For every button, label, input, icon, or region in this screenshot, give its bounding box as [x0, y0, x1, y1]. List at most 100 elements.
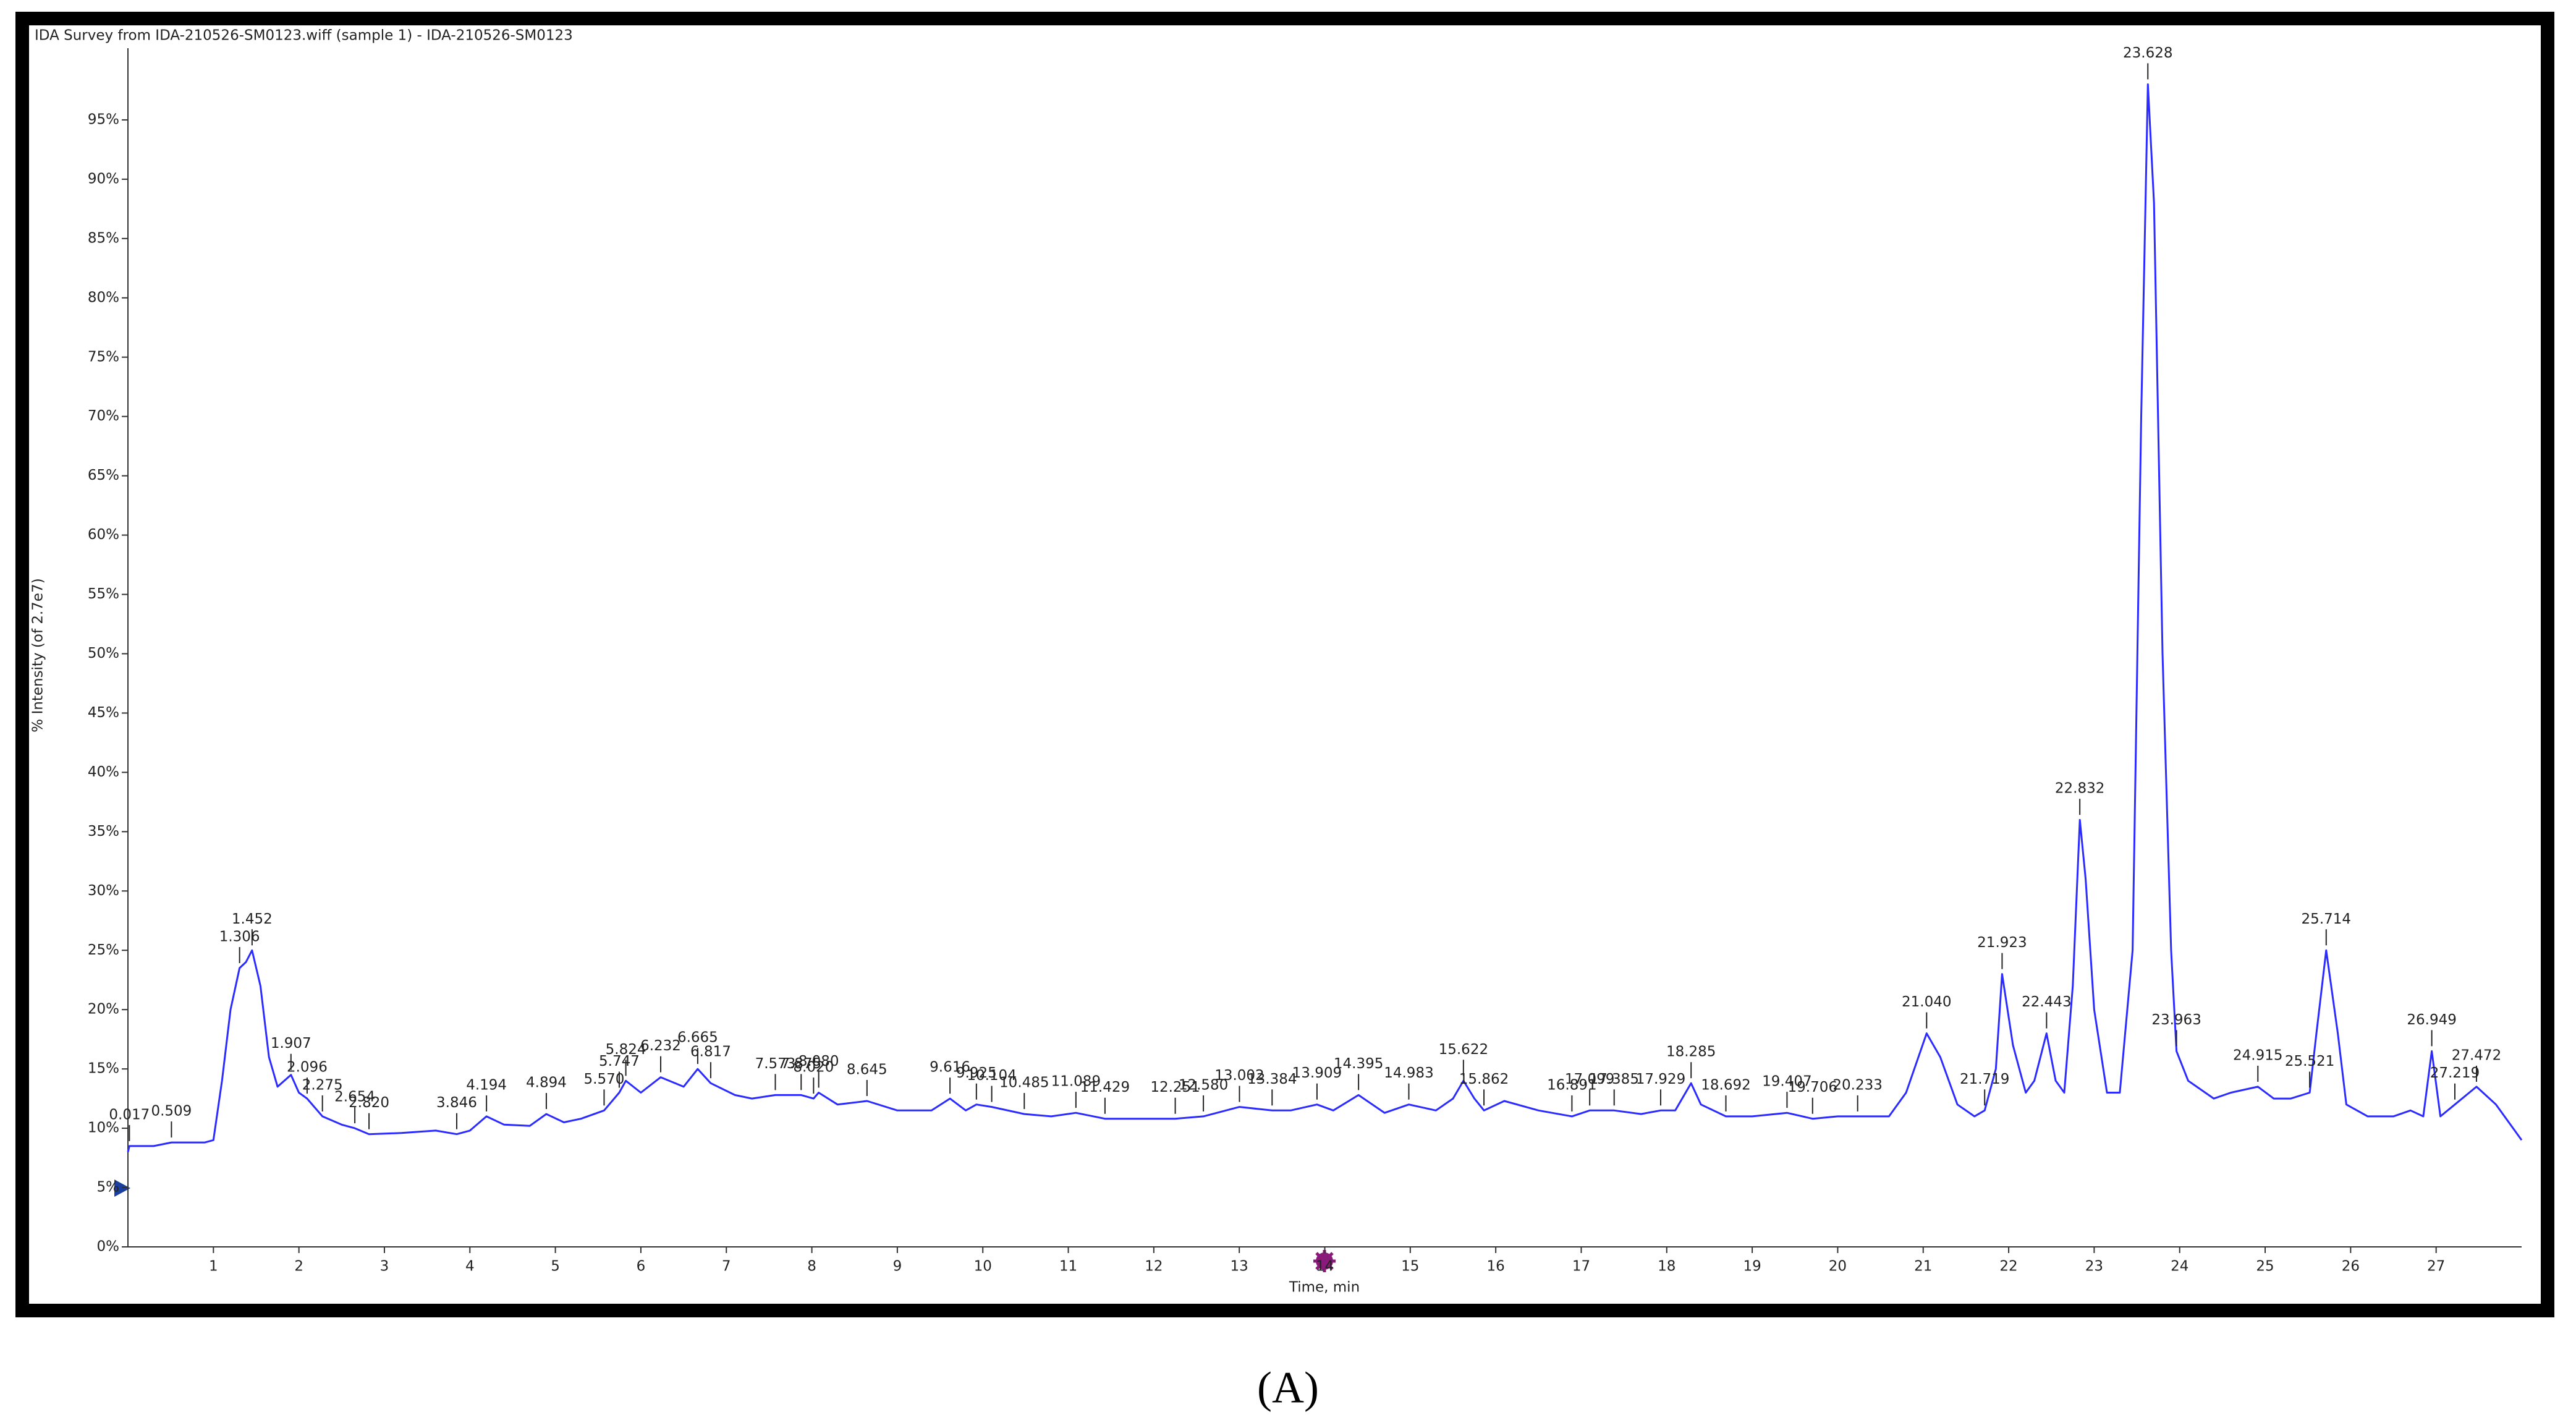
- peak-label: 17.385: [1589, 1071, 1638, 1087]
- peak-label: 18.285: [1666, 1044, 1716, 1060]
- peak-label: 10.104: [967, 1068, 1016, 1084]
- peak-label: 1.306: [219, 929, 260, 945]
- x-tick-label: 2: [294, 1259, 303, 1275]
- x-tick-label: 9: [893, 1259, 902, 1275]
- peak-label: 11.429: [1080, 1079, 1130, 1095]
- y-tick-label: 35%: [88, 823, 119, 839]
- x-tick-label: 8: [807, 1259, 816, 1275]
- x-tick-label: 24: [2171, 1259, 2188, 1275]
- y-tick-label: 70%: [88, 408, 119, 424]
- peak-label: 12.580: [1179, 1077, 1228, 1093]
- x-tick-label: 23: [2085, 1259, 2103, 1275]
- peak-label: 15.862: [1459, 1071, 1509, 1087]
- peak-label: 6.817: [690, 1044, 731, 1060]
- peak-label: 27.219: [2430, 1065, 2480, 1081]
- x-tick-label: 4: [465, 1259, 475, 1275]
- marker-star: [1313, 1250, 1336, 1272]
- x-tick-label: 12: [1145, 1259, 1163, 1275]
- y-tick-label: 5%: [97, 1179, 120, 1196]
- peak-label: 13.384: [1247, 1071, 1297, 1087]
- y-tick-label: 80%: [88, 289, 119, 305]
- x-tick-label: 15: [1401, 1259, 1419, 1275]
- y-tick-label: 85%: [88, 230, 119, 246]
- y-tick-label: 55%: [88, 586, 119, 602]
- y-tick-label: 50%: [88, 645, 119, 661]
- y-tick-label: 30%: [88, 883, 119, 899]
- peak-label: 17.099: [1565, 1071, 1614, 1087]
- peak-label: 2.820: [349, 1095, 389, 1111]
- peak-label: 8.020: [793, 1060, 834, 1076]
- y-tick-label: 40%: [88, 764, 119, 780]
- peak-label: 21.719: [1960, 1071, 2009, 1087]
- x-tick-label: 13: [1231, 1259, 1248, 1275]
- x-tick-label: 7: [722, 1259, 731, 1275]
- frame: [15, 12, 2554, 1317]
- x-tick-label: 14: [1316, 1259, 1334, 1275]
- y-tick-label: 45%: [88, 705, 119, 721]
- y-tick-label: 0%: [97, 1239, 120, 1255]
- peak-label: 23.628: [2123, 45, 2172, 61]
- peak-label: 6.665: [677, 1030, 718, 1046]
- y-tick-label: 65%: [88, 467, 119, 483]
- peak-label: 17.929: [1636, 1071, 1685, 1087]
- x-tick-label: 16: [1487, 1259, 1505, 1275]
- peak-label: 11.089: [1051, 1074, 1101, 1090]
- peak-label: 26.949: [2407, 1012, 2456, 1028]
- x-tick-label: 6: [637, 1259, 646, 1275]
- peak-label: 7.573: [755, 1056, 796, 1072]
- peak-label: 8.645: [847, 1061, 888, 1077]
- x-tick-label: 11: [1059, 1259, 1077, 1275]
- peak-label: 1.907: [271, 1035, 311, 1052]
- peak-label: 5.570: [584, 1071, 625, 1087]
- y-tick-label: 20%: [88, 1001, 119, 1018]
- x-tick-label: 26: [2342, 1259, 2360, 1275]
- peak-label: 7.875: [781, 1056, 821, 1072]
- peak-label: 9.616: [930, 1060, 970, 1076]
- x-tick-label: 21: [1914, 1259, 1932, 1275]
- peak-label: 12.251: [1150, 1079, 1200, 1095]
- x-tick-label: 25: [2256, 1259, 2274, 1275]
- peak-label: 2.654: [334, 1089, 375, 1105]
- peak-label: 2.096: [287, 1060, 328, 1076]
- y-tick-label: 90%: [88, 171, 119, 187]
- peak-label: 5.747: [599, 1053, 640, 1069]
- x-axis-label: Time, min: [1289, 1280, 1360, 1296]
- peak-label: 6.232: [640, 1038, 681, 1054]
- peak-label: 22.443: [2022, 994, 2071, 1010]
- peak-label: 0.017: [109, 1107, 150, 1123]
- peak-label: 14.983: [1384, 1065, 1433, 1081]
- peak-label: 10.485: [999, 1075, 1049, 1091]
- peak-label: 25.714: [2302, 911, 2351, 927]
- y-tick-label: 25%: [88, 942, 119, 958]
- peak-label: 3.846: [436, 1095, 477, 1111]
- peak-label: 25.521: [2285, 1053, 2334, 1069]
- trace: [127, 83, 2523, 1152]
- x-tick-label: 5: [551, 1259, 560, 1275]
- peak-label: 18.692: [1701, 1077, 1750, 1093]
- peak-label: 5.824: [606, 1042, 646, 1058]
- x-tick-label: 17: [1572, 1259, 1590, 1275]
- y-tick-label: 95%: [88, 111, 119, 127]
- peak-label: 1.452: [232, 911, 273, 927]
- peak-label: 24.915: [2233, 1047, 2282, 1063]
- x-tick-label: 3: [380, 1259, 389, 1275]
- peak-label: 21.923: [1977, 935, 2027, 951]
- x-tick-label: 18: [1658, 1259, 1676, 1275]
- peak-label: 0.509: [151, 1103, 192, 1120]
- peak-label: 16.891: [1547, 1077, 1596, 1093]
- y-tick-label: 60%: [88, 527, 119, 543]
- x-tick-label: 19: [1743, 1259, 1761, 1275]
- y-tick-label: 15%: [88, 1061, 119, 1077]
- x-tick-label: 20: [1829, 1259, 1847, 1275]
- y-tick-label: 75%: [88, 349, 119, 365]
- peak-label: 14.395: [1334, 1056, 1383, 1072]
- peak-label: 22.832: [2055, 781, 2104, 797]
- x-tick-label: 10: [974, 1259, 992, 1275]
- peak-label: 4.194: [466, 1077, 507, 1093]
- chart-title: IDA Survey from IDA-210526-SM0123.wiff (…: [35, 28, 573, 44]
- y-axis-label: % Intensity (of 2.7e7): [30, 578, 46, 732]
- x-tick-label: 22: [1999, 1259, 2017, 1275]
- y-tick-label: 10%: [88, 1120, 119, 1136]
